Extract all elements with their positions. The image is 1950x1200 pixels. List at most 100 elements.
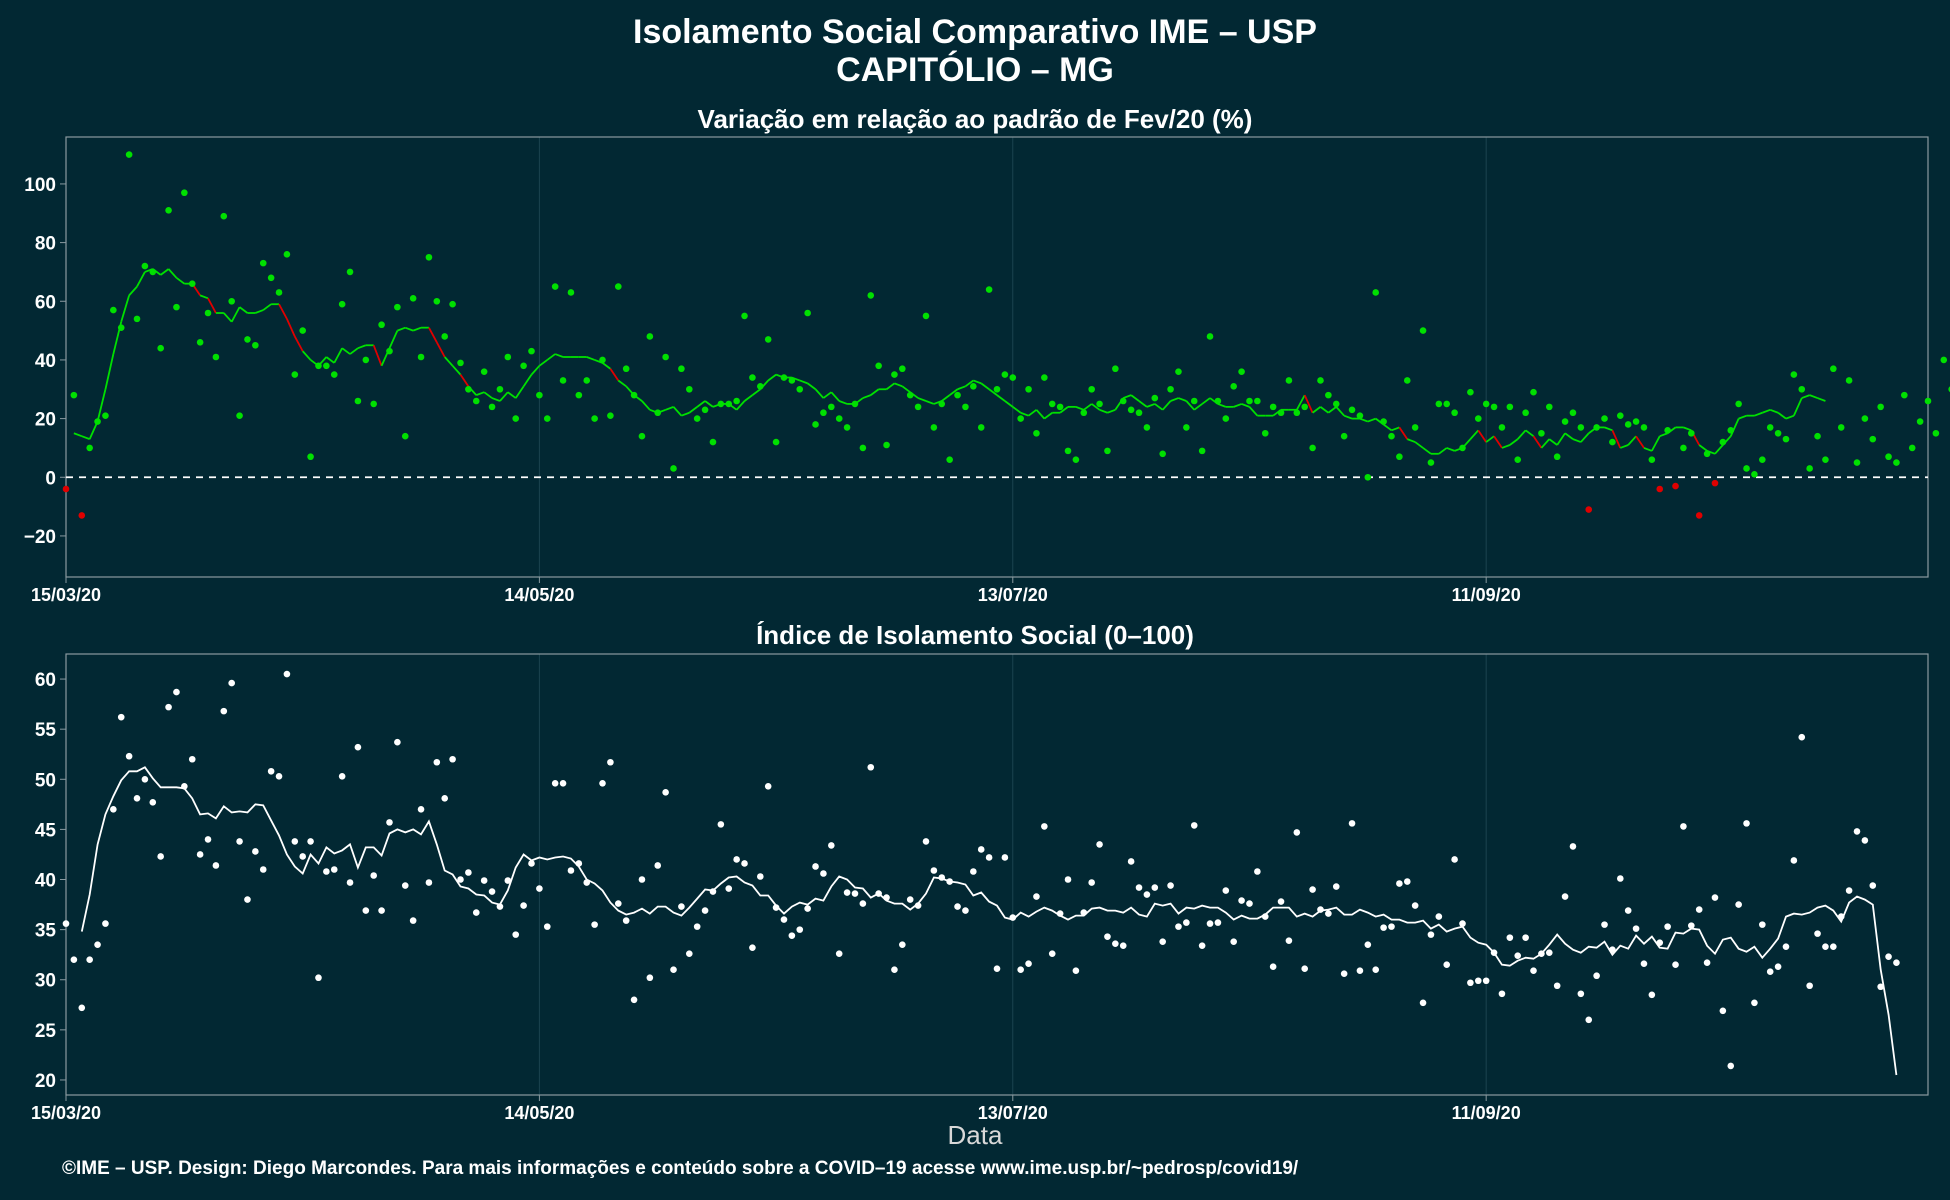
top-moving-average-segment <box>1043 412 1053 420</box>
top-data-point <box>1506 403 1514 411</box>
bottom-data-point <box>1222 887 1230 894</box>
chart-title-line2: CAPITÓLIO – MG <box>836 51 1114 89</box>
top-data-point <box>1759 456 1766 463</box>
top-data-point <box>867 292 875 299</box>
bottom-data-point <box>1790 857 1798 864</box>
bottom-data-point <box>1048 950 1056 957</box>
top-moving-average-segment <box>1580 432 1590 443</box>
top-moving-average-segment <box>973 379 982 385</box>
bottom-data-point <box>110 806 117 813</box>
bottom-data-point <box>1766 968 1774 976</box>
top-moving-average-segment <box>1398 426 1409 440</box>
bottom-data-point <box>1246 900 1253 907</box>
top-moving-average-segment <box>388 330 399 349</box>
top-moving-average-segment <box>1367 417 1377 423</box>
top-data-point <box>252 341 259 349</box>
top-moving-average-segment <box>412 326 422 332</box>
bottom-data-point <box>141 775 149 783</box>
bottom-data-point <box>1553 982 1561 990</box>
top-data-point <box>520 362 527 370</box>
top-data-point <box>851 400 859 408</box>
top-data-point <box>1096 400 1103 408</box>
bottom-data-point <box>622 917 630 924</box>
bottom-data-point <box>536 885 543 892</box>
bottom-data-point <box>1703 959 1711 966</box>
bottom-data-point <box>173 688 180 696</box>
bottom-data-point <box>1041 823 1048 830</box>
bottom-data-point <box>1632 925 1640 932</box>
bottom-data-point <box>1175 923 1182 930</box>
top-data-point <box>741 312 748 320</box>
top-moving-average-segment <box>1122 394 1132 399</box>
top-data-point <box>1672 482 1679 490</box>
bottom-data-point <box>1467 979 1474 987</box>
top-moving-average-segment <box>1801 394 1810 399</box>
top-data-point <box>1719 438 1727 446</box>
bottom-data-point <box>1025 960 1032 968</box>
top-data-point <box>567 289 575 296</box>
bottom-data-point <box>149 799 157 806</box>
top-data-point <box>173 303 180 311</box>
bottom-data-point <box>1104 933 1111 940</box>
bottom-data-point <box>346 879 354 886</box>
top-moving-average-segment <box>1217 403 1227 408</box>
bottom-data-point <box>796 926 804 933</box>
bottom-data-point <box>204 836 212 843</box>
top-data-point <box>425 253 433 261</box>
top-data-point <box>1017 415 1024 422</box>
top-data-point <box>1467 388 1474 396</box>
bottom-data-point <box>1822 943 1829 950</box>
top-data-point <box>1403 377 1411 384</box>
top-moving-average-segment <box>1035 409 1046 420</box>
top-data-point <box>1845 377 1853 384</box>
top-data-point <box>899 365 906 373</box>
bottom-data-point <box>559 779 567 787</box>
top-moving-average-segment <box>1817 397 1826 402</box>
bottom-data-point <box>1127 858 1135 865</box>
top-data-point <box>457 359 464 367</box>
bottom-data-point <box>117 713 125 721</box>
bottom-data-point <box>409 917 417 924</box>
top-moving-average-segment <box>483 391 493 399</box>
bottom-data-point <box>528 860 535 867</box>
bottom-data-point <box>165 703 172 711</box>
top-data-point <box>315 362 322 370</box>
top-data-point <box>220 212 228 220</box>
top-data-point <box>575 391 583 399</box>
top-data-point <box>1601 415 1608 422</box>
top-data-point <box>181 189 188 197</box>
bottom-data-point <box>914 902 922 909</box>
bottom-data-point <box>354 743 362 751</box>
top-moving-average-segment <box>514 385 525 399</box>
top-moving-average-segment <box>1193 403 1203 411</box>
bottom-data-point <box>1853 828 1861 835</box>
bottom-data-point <box>1230 938 1237 945</box>
top-data-point <box>275 289 283 296</box>
top-data-point <box>922 312 930 320</box>
top-data-point <box>1064 447 1072 455</box>
top-data-point <box>709 438 717 446</box>
top-data-point <box>749 374 756 381</box>
bottom-data-point <box>875 890 882 897</box>
top-y-tick-label: 20 <box>35 410 56 431</box>
top-moving-average-segment <box>1296 394 1306 411</box>
top-moving-average-segment <box>949 388 959 396</box>
top-moving-average-segment <box>160 268 170 276</box>
bottom-data-point <box>1877 983 1884 991</box>
top-data-point <box>1751 471 1758 478</box>
bottom-data-point <box>970 868 977 875</box>
top-moving-average-segment <box>1438 447 1448 455</box>
bottom-data-point <box>472 909 480 916</box>
top-data-point <box>1624 421 1632 428</box>
bottom-data-point <box>993 965 1001 973</box>
top-data-point <box>1206 333 1214 340</box>
top-data-point <box>1609 438 1616 446</box>
top-moving-average-segment <box>1312 406 1322 414</box>
top-data-point <box>1774 429 1782 437</box>
top-data-point <box>1916 418 1924 425</box>
bottom-data-point <box>962 907 969 914</box>
top-data-point <box>212 353 220 361</box>
top-moving-average-segment <box>1343 414 1353 420</box>
bottom-data-point <box>488 888 496 895</box>
